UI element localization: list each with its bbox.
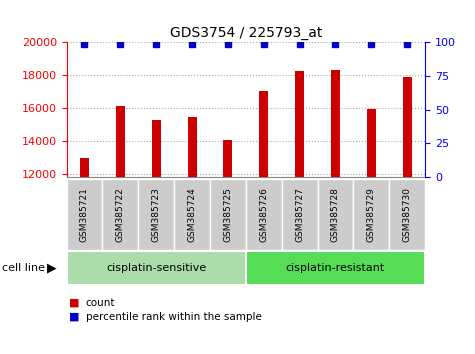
Bar xyxy=(116,107,125,177)
Text: GSM385727: GSM385727 xyxy=(295,187,304,242)
Text: ▶: ▶ xyxy=(48,262,57,275)
Bar xyxy=(152,120,161,177)
Text: GSM385723: GSM385723 xyxy=(152,187,161,242)
Text: GSM385726: GSM385726 xyxy=(259,187,268,242)
Bar xyxy=(80,158,89,177)
Text: GSM385724: GSM385724 xyxy=(188,187,197,241)
Text: cell line: cell line xyxy=(2,263,46,273)
Title: GDS3754 / 225793_at: GDS3754 / 225793_at xyxy=(170,26,322,40)
Text: cisplatin-resistant: cisplatin-resistant xyxy=(286,263,385,273)
Text: GSM385728: GSM385728 xyxy=(331,187,340,242)
Bar xyxy=(188,117,197,177)
Bar xyxy=(259,91,268,177)
Text: percentile rank within the sample: percentile rank within the sample xyxy=(86,312,261,322)
Text: cisplatin-sensitive: cisplatin-sensitive xyxy=(106,263,206,273)
Bar xyxy=(367,109,376,177)
Text: ■: ■ xyxy=(69,312,79,322)
Text: count: count xyxy=(86,298,115,308)
Bar xyxy=(331,70,340,177)
Text: ■: ■ xyxy=(69,298,79,308)
Text: GSM385725: GSM385725 xyxy=(223,187,232,242)
Text: GSM385722: GSM385722 xyxy=(116,187,125,241)
Text: GSM385730: GSM385730 xyxy=(403,187,412,242)
Bar xyxy=(295,71,304,177)
Text: GSM385721: GSM385721 xyxy=(80,187,89,242)
Text: GSM385729: GSM385729 xyxy=(367,187,376,242)
Bar xyxy=(223,140,232,177)
Bar xyxy=(403,77,412,177)
